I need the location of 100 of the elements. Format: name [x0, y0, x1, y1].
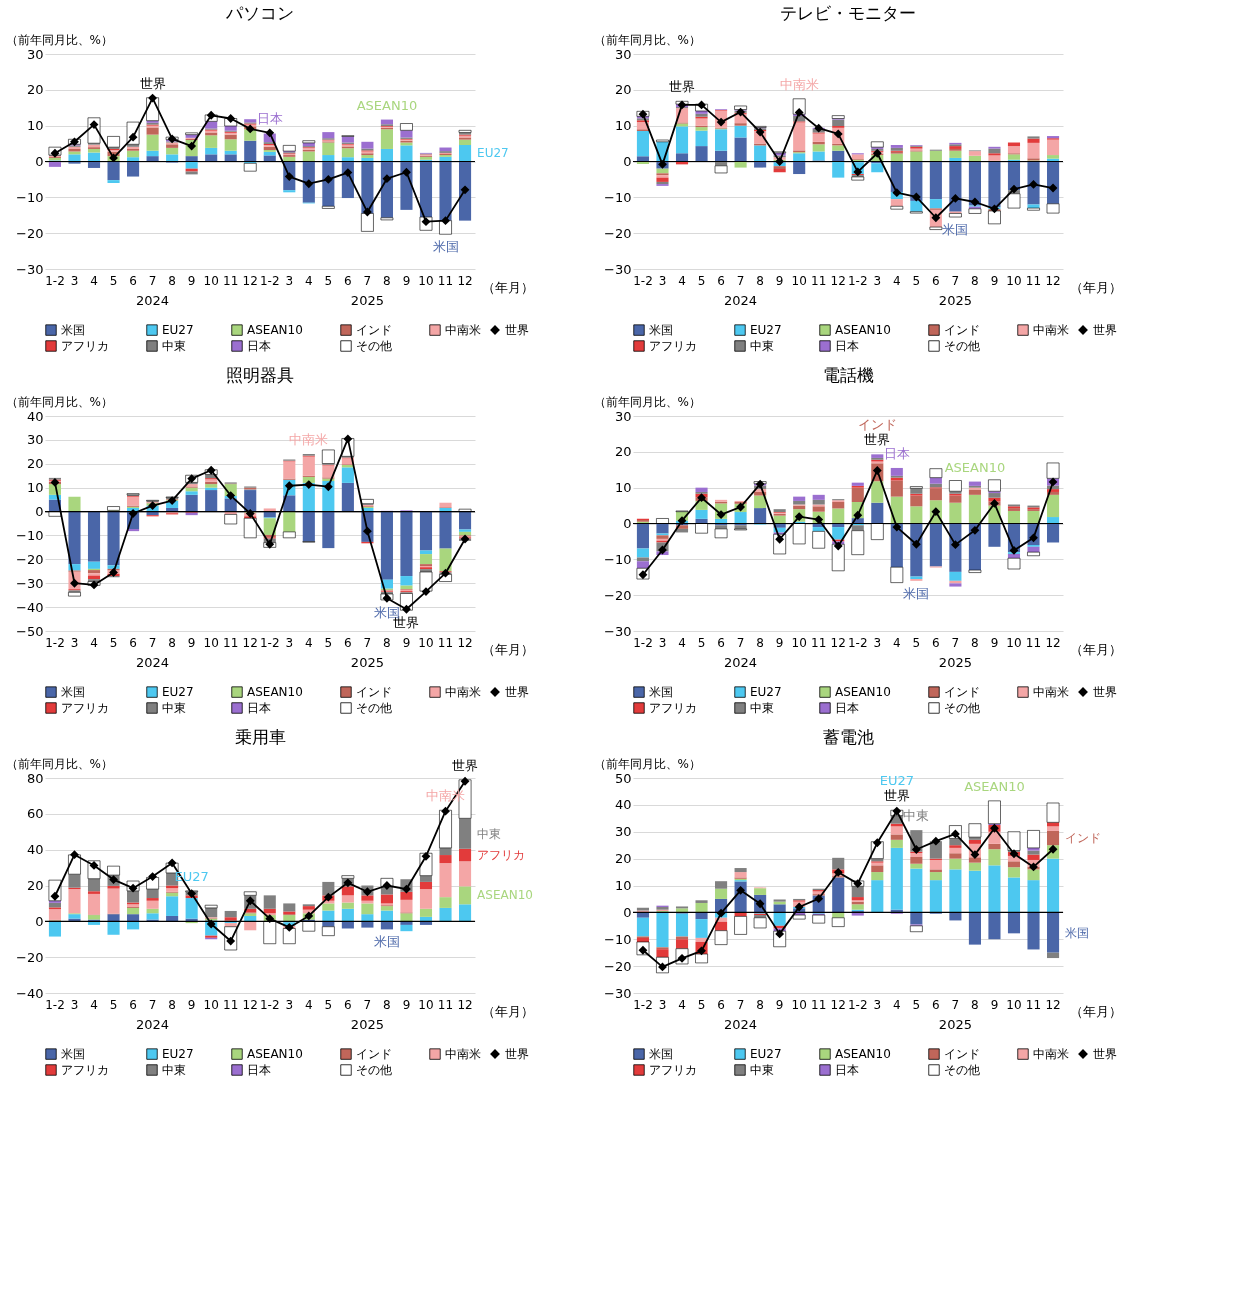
x-tick-label: 6: [129, 273, 137, 288]
x-tick-label: 1-2: [633, 997, 653, 1012]
x-tick-label: 5: [912, 997, 921, 1012]
annotation: ASEAN10: [964, 778, 1025, 794]
x-tick-label: 12: [1045, 635, 1061, 650]
x-tick-label: 12: [830, 635, 846, 650]
x-axis-title: （年月）: [481, 279, 534, 295]
x-tick-label: 5: [697, 635, 706, 650]
legend-label: アフリカ: [649, 701, 697, 715]
legend-label: その他: [944, 339, 980, 353]
y-tick-label: 40: [614, 797, 632, 813]
y-axis-title: （前年同月比、%）: [5, 756, 113, 771]
y-tick-label: 40: [26, 408, 44, 424]
text: 2025: [938, 1017, 972, 1032]
legend-label: その他: [944, 701, 980, 715]
legend-label: アフリカ: [61, 701, 109, 715]
legend-label: アフリカ: [61, 1063, 109, 1077]
x-tick-label: 5: [324, 273, 333, 288]
x-tick-label: 5: [109, 273, 118, 288]
chart-title: 電話機: [822, 365, 874, 385]
x-tick-label: 4: [90, 273, 98, 288]
legend-label: その他: [356, 701, 392, 715]
x-tick-label: 5: [697, 997, 706, 1012]
annotation: 米国: [432, 239, 459, 255]
y-tick-label: −40: [16, 985, 44, 1001]
y-tick-label: 0: [35, 154, 44, 169]
annotation: 世界: [864, 432, 891, 448]
text: 2025: [350, 293, 384, 308]
x-tick-label: 11: [437, 273, 454, 288]
x-axis-title: （年月）: [481, 1003, 534, 1019]
x-tick-label: 8: [756, 273, 764, 288]
x-tick-label: 3: [658, 273, 667, 288]
chart-title: テレビ・モニター: [780, 3, 916, 23]
x-tick-label: 11: [811, 273, 827, 288]
x-tick-label: 4: [90, 997, 98, 1012]
y-tick-label: −10: [16, 189, 44, 205]
y-tick-label: −20: [16, 225, 44, 241]
legend-label: 世界: [1093, 1047, 1117, 1061]
x-tick-label: 9: [187, 273, 196, 288]
x-tick-label: 6: [344, 635, 352, 650]
y-tick-label: 10: [614, 480, 632, 496]
x-tick-label: 6: [932, 635, 940, 650]
legend-label: 日本: [247, 1063, 271, 1077]
y-tick-label: −10: [16, 527, 44, 543]
y-tick-label: −20: [604, 225, 632, 241]
x-tick-label: 9: [402, 635, 411, 650]
annotation: ASEAN10: [356, 97, 418, 113]
x-tick-label: 8: [971, 997, 979, 1012]
x-tick-label: 10: [203, 635, 219, 650]
text: 2024: [724, 1017, 758, 1032]
legend-label: 中東: [750, 701, 774, 715]
x-tick-label: 6: [129, 635, 137, 650]
legend-label: 米国: [649, 323, 673, 338]
x-tick-label: 7: [736, 635, 745, 650]
y-tick-label: 20: [26, 456, 44, 472]
x-tick-label: 1-2: [45, 273, 65, 288]
y-tick-label: 20: [26, 82, 44, 98]
x-tick-label: 7: [363, 997, 372, 1012]
y-tick-label: 10: [26, 118, 44, 134]
x-tick-label: 10: [791, 273, 807, 288]
legend-label: EU27: [162, 1047, 194, 1062]
annotation: 日本: [256, 110, 283, 126]
x-axis-title: （年月）: [1069, 1003, 1122, 1019]
legend-label: 米国: [649, 685, 673, 700]
x-tick-label: 3: [285, 273, 294, 288]
x-tick-label: 11: [1025, 273, 1042, 288]
annotation: 世界: [139, 75, 166, 91]
legend-label: 中南米: [1033, 1047, 1069, 1062]
legend-label: インド: [356, 685, 392, 700]
y-tick-label: 20: [26, 878, 44, 893]
legend-label: 中南米: [445, 1047, 481, 1062]
text: 2025: [350, 1017, 384, 1032]
x-tick-label: 4: [305, 273, 313, 288]
x-tick-label: 7: [363, 273, 372, 288]
x-tick-label: 9: [775, 635, 784, 650]
x-tick-label: 8: [971, 635, 979, 650]
x-tick-label: 8: [756, 997, 764, 1012]
y-tick-label: 0: [35, 504, 44, 520]
x-tick-label: 3: [285, 997, 294, 1012]
text: 米国: [1065, 925, 1090, 940]
text: アフリカ: [477, 848, 526, 863]
y-axis-title: （前年同月比、%）: [5, 394, 113, 409]
x-tick-label: 11: [811, 635, 827, 650]
legend-label: 米国: [649, 1047, 673, 1062]
legend-label: 世界: [505, 685, 529, 699]
x-tick-label: 1-2: [847, 997, 868, 1012]
legend-label: インド: [356, 323, 392, 338]
x-tick-label: 3: [70, 273, 79, 288]
legend-label: EU27: [162, 685, 194, 700]
x-tick-label: 8: [168, 997, 176, 1012]
x-tick-label: 1-2: [633, 635, 653, 650]
x-tick-label: 4: [678, 635, 686, 650]
y-tick-label: −10: [604, 551, 632, 567]
x-tick-label: 11: [223, 635, 239, 650]
x-tick-label: 5: [109, 635, 118, 650]
text: 2025: [938, 293, 972, 308]
legend-label: 米国: [61, 323, 85, 338]
x-axis-title: （年月）: [1069, 641, 1122, 657]
legend-label: アフリカ: [649, 339, 697, 353]
x-tick-label: 10: [418, 273, 434, 288]
